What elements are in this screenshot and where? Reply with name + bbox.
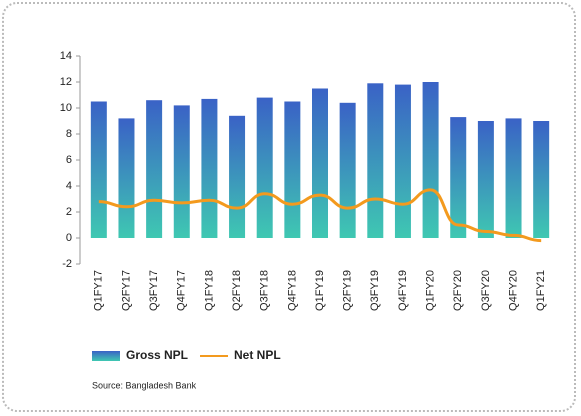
x-tick-label: Q1FY17 [93,270,105,311]
bar [90,101,107,238]
y-tick-label: 6 [66,154,72,166]
x-tick-label: Q3FY19 [369,270,381,311]
x-tick-label: Q2FY18 [231,270,243,311]
y-tick-label: 14 [60,50,72,62]
x-tick-label: Q1FY19 [314,270,326,311]
bar [146,100,163,238]
x-tick-label: Q1FY18 [203,270,215,311]
bar [173,105,190,239]
x-tick-label: Q1FY20 [424,270,436,311]
bar [477,121,494,238]
bar [339,102,356,238]
bar [229,115,246,238]
bar [367,83,384,238]
x-tick-label: Q2FY17 [120,270,132,311]
bar [312,88,328,238]
bar [256,97,273,238]
x-tick-label: Q1FY21 [535,270,547,311]
y-tick-label: 10 [60,102,72,114]
y-tick-label: 12 [60,76,72,88]
x-tick-label: Q4FY18 [286,270,298,311]
bar [450,117,467,238]
legend-label: Gross NPL [126,348,188,362]
bar [505,118,522,238]
x-tick-label: Q3FY18 [259,270,271,311]
bar [422,82,439,238]
y-tick-label: 2 [66,206,72,218]
y-tick-label: -2 [62,258,72,270]
y-tick-label: 8 [66,128,72,140]
line [98,188,542,243]
x-tick-label: Q2FY19 [342,270,354,311]
x-tick-label: Q4FY17 [176,270,188,311]
y-tick-label: 4 [66,180,72,192]
x-tick-label: Q4FY19 [397,270,409,311]
x-tick-label: Q4FY20 [507,270,519,311]
legend-swatch [92,351,120,361]
bar [533,121,550,238]
x-tick-label: Q3FY20 [480,270,492,311]
bar [118,118,135,238]
y-tick-label: 0 [66,232,72,244]
bar [284,101,301,238]
bar [394,84,411,238]
bar [201,98,218,239]
legend-label: Net NPL [234,348,281,362]
source-note: Source: Bangladesh Bank [92,380,197,390]
x-tick-label: Q2FY20 [452,270,464,311]
x-tick-label: Q3FY17 [148,270,160,311]
